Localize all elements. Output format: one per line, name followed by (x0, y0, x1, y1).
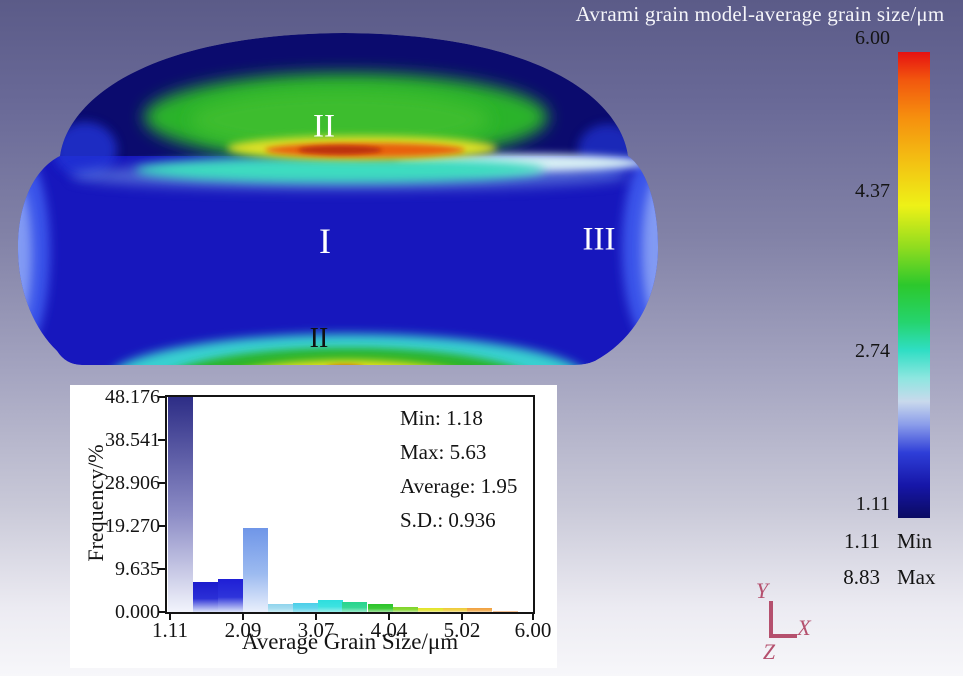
histogram-stat-line: Min: 1.18 (400, 406, 483, 430)
colorbar-tick-label: 1.11 (855, 493, 890, 515)
histogram-bar (192, 582, 218, 612)
histogram-x-tick-mark (388, 614, 390, 620)
triad-z-label: Z (762, 639, 776, 664)
histogram-panel: 48.176 38.541 28.906 19.270 9.635 0.000 1.11 2… (70, 385, 557, 668)
histogram-x-tick-mark (532, 614, 534, 620)
histogram-bar (242, 528, 268, 612)
histogram-bar (392, 607, 418, 612)
histogram-stats: Min: 1.18 Max: 5.63 Average: 1.95 S.D.: 0.9… (400, 401, 517, 537)
histogram-x-tick-label: 4.04 (370, 618, 408, 642)
region-label-top: II (313, 108, 335, 145)
histogram-stat-line: Max: 5.63 (400, 440, 487, 464)
histogram-bar (442, 608, 468, 612)
side-band-left-core (18, 183, 32, 327)
colorbar-tick-labels: 6.00 4.37 2.74 1.11 (790, 0, 890, 540)
hotzone-red-core (298, 145, 382, 155)
triad-x-axis-line (769, 634, 797, 638)
colorbar-max-row: 8.83 Max (810, 565, 963, 590)
histogram-y-tick-label: 0.000 (115, 601, 160, 623)
triad-y-axis-line (769, 601, 773, 638)
histogram-x-tick-label: 1.11 (152, 618, 188, 642)
colorbar-tick-label: 6.00 (855, 27, 890, 49)
histogram-bar (267, 604, 293, 612)
colorbar-tick-label: 2.74 (855, 340, 890, 362)
colorbar-min-value: 1.11 (844, 529, 880, 553)
histogram-y-tick-label: 28.906 (105, 472, 160, 494)
side-band-right-core (642, 175, 658, 325)
histogram-y-tick-mark (158, 482, 165, 484)
histogram-y-tick-mark (158, 568, 165, 570)
region-label-bottom: II (309, 323, 329, 354)
triad-x-label: X (797, 615, 811, 640)
histogram-x-tick-mark (315, 614, 317, 620)
region-label-center: I (319, 221, 331, 261)
histogram-bar (367, 604, 393, 612)
colorbar-max-label: Max (897, 565, 936, 589)
histogram-y-axis-title: Frequency/% (83, 444, 108, 562)
histogram-y-tick-label: 9.635 (115, 558, 160, 580)
region-label-right: III (582, 221, 616, 258)
histogram-y-tick-mark (158, 611, 165, 613)
histogram-x-tick-mark (169, 614, 171, 620)
histogram-x-tick-label: 3.07 (297, 618, 335, 642)
histogram-bar (342, 602, 368, 612)
histogram-y-tick-mark (158, 525, 165, 527)
histogram-bar (168, 397, 193, 612)
colorbar-min-row: 1.11 Min (810, 529, 963, 554)
colorbar-gradient (898, 52, 930, 518)
workpiece-body (18, 156, 658, 365)
colorbar-tick-label: 4.37 (855, 180, 890, 202)
histogram-x-tick-label: 6.00 (514, 618, 552, 642)
dome-corner-left (53, 122, 117, 178)
histogram-y-tick-mark (158, 439, 165, 441)
bottom-arc-red (325, 365, 365, 373)
histogram-bar (492, 611, 518, 612)
histogram-plot (165, 395, 535, 614)
histogram-x-tick-label: 2.09 (224, 618, 262, 642)
hotzone-green-bright (190, 90, 490, 150)
histogram-bar (417, 608, 443, 612)
view-title: Avrami grain model-average grain size/μm (575, 2, 945, 26)
histogram-y-tick-label: 38.541 (105, 429, 160, 451)
histogram-y-tick-label: 48.176 (105, 386, 160, 408)
histogram-x-tick-mark (461, 614, 463, 620)
colorbar-max-value: 8.83 (843, 565, 880, 589)
histogram-x-tick-mark (242, 614, 244, 620)
triad-y-label: Y (755, 578, 769, 603)
colorbar-min-label: Min (897, 529, 933, 553)
histogram-bar (467, 608, 493, 612)
histogram-x-tick-label: 5.02 (443, 618, 481, 642)
hotzone-cyan-under (135, 157, 545, 183)
histogram-bar (317, 600, 343, 612)
histogram-bar (292, 603, 318, 612)
histogram-stat-line: Average: 1.95 (400, 474, 518, 498)
histogram-y-tick-label: 19.270 (105, 515, 160, 537)
histogram-bar (218, 579, 244, 612)
histogram-x-axis-title: Average Grain Size/μm (241, 629, 459, 654)
histogram-stat-line: S.D.: 0.936 (400, 508, 496, 532)
histogram-y-tick-mark (158, 396, 165, 398)
